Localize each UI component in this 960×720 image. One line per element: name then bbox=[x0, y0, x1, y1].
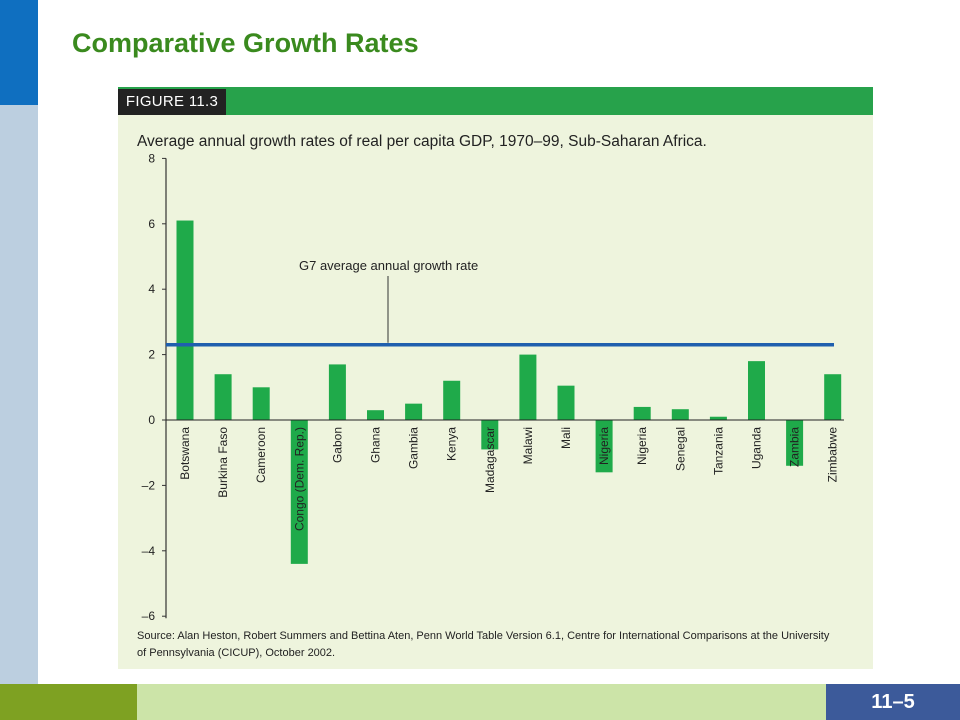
category-label: Ghana bbox=[369, 427, 383, 463]
category-label: Kenya bbox=[445, 427, 459, 461]
category-label: Malawi bbox=[521, 427, 535, 464]
figure-label: FIGURE 11.3 bbox=[118, 89, 226, 115]
y-tick-label: –6 bbox=[142, 609, 156, 623]
category-label: Mali bbox=[559, 427, 573, 449]
y-tick-label: –4 bbox=[142, 544, 156, 558]
category-label: Congo (Dem. Rep.) bbox=[292, 427, 306, 531]
y-tick-label: 0 bbox=[148, 413, 155, 427]
bar bbox=[214, 374, 232, 420]
category-label: Gabon bbox=[330, 427, 344, 463]
y-tick-label: 2 bbox=[148, 348, 155, 362]
y-tick-label: 8 bbox=[148, 151, 155, 165]
side-accent bbox=[0, 0, 38, 105]
category-label: Senegal bbox=[673, 427, 687, 471]
bar bbox=[405, 403, 423, 420]
bar bbox=[671, 409, 689, 420]
bar bbox=[290, 420, 308, 564]
footer-left-block bbox=[0, 684, 137, 720]
figure-header-band bbox=[118, 87, 873, 115]
bar bbox=[481, 420, 499, 450]
bar bbox=[252, 387, 270, 420]
category-label: Zimbabwe bbox=[826, 427, 840, 483]
category-label: Madagascar bbox=[483, 427, 497, 493]
category-label: Botswana bbox=[178, 427, 192, 480]
category-label: Uganda bbox=[750, 427, 764, 469]
bar bbox=[557, 385, 575, 420]
bar bbox=[176, 220, 194, 420]
bar bbox=[748, 361, 765, 420]
category-label: Cameroon bbox=[254, 427, 268, 483]
figure-panel: FIGURE 11.3 Average annual growth rates … bbox=[118, 87, 873, 669]
source-note-line: of Pennsylvania (CICUP), October 2002. bbox=[137, 647, 335, 659]
bar bbox=[633, 406, 651, 420]
bar bbox=[824, 374, 842, 420]
category-label: Tanzania bbox=[711, 427, 725, 475]
bar bbox=[443, 380, 461, 420]
category-label: Nigeria bbox=[597, 427, 611, 465]
category-label: Gambia bbox=[407, 427, 421, 469]
source-note-line: Source: Alan Heston, Robert Summers and … bbox=[137, 630, 830, 642]
y-tick-label: 4 bbox=[148, 282, 155, 296]
bar bbox=[709, 416, 727, 420]
bar bbox=[519, 354, 537, 420]
y-tick-label: –2 bbox=[142, 478, 156, 492]
bar bbox=[328, 364, 346, 420]
y-tick-label: 6 bbox=[148, 217, 155, 231]
chart-title: Average annual growth rates of real per … bbox=[137, 133, 707, 150]
bar bbox=[367, 410, 384, 420]
page-number: 11–5 bbox=[826, 684, 960, 720]
side-strip bbox=[0, 0, 38, 684]
slide-title: Comparative Growth Rates bbox=[72, 28, 419, 58]
category-label: Zambia bbox=[788, 427, 802, 467]
bar bbox=[786, 420, 804, 466]
category-label: Burkina Faso bbox=[216, 427, 230, 498]
bar bbox=[595, 420, 613, 473]
category-label: Nigeria bbox=[635, 427, 649, 465]
g7-reference-label: G7 average annual growth rate bbox=[299, 258, 478, 273]
bar-chart: Average annual growth rates of real per … bbox=[137, 133, 844, 659]
footer-bar bbox=[0, 684, 960, 720]
